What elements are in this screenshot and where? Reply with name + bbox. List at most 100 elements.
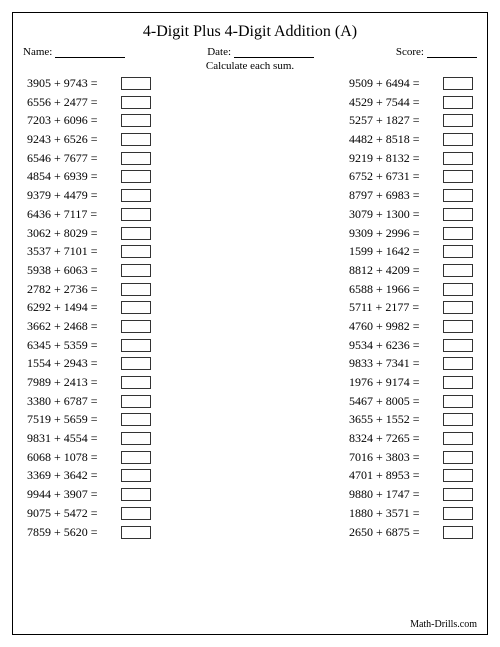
- problem-row: 5257 + 1827 =: [349, 113, 473, 128]
- answer-box[interactable]: [121, 320, 151, 333]
- problem-expression: 4854 + 6939 =: [27, 169, 119, 184]
- problem-row: 4760 + 9982 =: [349, 319, 473, 334]
- problem-row: 3655 + 1552 =: [349, 412, 473, 427]
- answer-box[interactable]: [121, 357, 151, 370]
- problem-expression: 9944 + 3907 =: [27, 487, 119, 502]
- problem-expression: 9534 + 6236 =: [349, 338, 441, 353]
- problem-expression: 9075 + 5472 =: [27, 506, 119, 521]
- answer-box[interactable]: [121, 432, 151, 445]
- answer-box[interactable]: [121, 227, 151, 240]
- problem-expression: 9243 + 6526 =: [27, 132, 119, 147]
- problem-row: 6345 + 5359 =: [27, 338, 151, 353]
- problem-expression: 7989 + 2413 =: [27, 375, 119, 390]
- problem-expression: 7859 + 5620 =: [27, 525, 119, 540]
- answer-box[interactable]: [443, 488, 473, 501]
- answer-box[interactable]: [443, 413, 473, 426]
- problem-row: 7016 + 3803 =: [349, 450, 473, 465]
- problem-row: 9833 + 7341 =: [349, 356, 473, 371]
- answer-box[interactable]: [443, 227, 473, 240]
- answer-box[interactable]: [443, 320, 473, 333]
- page-title: 4-Digit Plus 4-Digit Addition (A): [23, 23, 477, 41]
- problem-row: 9880 + 1747 =: [349, 487, 473, 502]
- answer-box[interactable]: [443, 339, 473, 352]
- answer-box[interactable]: [443, 451, 473, 464]
- answer-box[interactable]: [121, 96, 151, 109]
- answer-box[interactable]: [443, 133, 473, 146]
- answer-box[interactable]: [443, 526, 473, 539]
- problem-expression: 4760 + 9982 =: [349, 319, 441, 334]
- answer-box[interactable]: [443, 507, 473, 520]
- answer-box[interactable]: [443, 432, 473, 445]
- answer-box[interactable]: [121, 114, 151, 127]
- answer-box[interactable]: [121, 245, 151, 258]
- answer-box[interactable]: [121, 189, 151, 202]
- problem-expression: 3079 + 1300 =: [349, 207, 441, 222]
- problem-expression: 1880 + 3571 =: [349, 506, 441, 521]
- problem-row: 6556 + 2477 =: [27, 95, 151, 110]
- problem-expression: 9831 + 4554 =: [27, 431, 119, 446]
- problem-row: 6436 + 7117 =: [27, 207, 151, 222]
- answer-box[interactable]: [443, 170, 473, 183]
- problem-expression: 6546 + 7677 =: [27, 151, 119, 166]
- answer-box[interactable]: [121, 488, 151, 501]
- problem-row: 3369 + 3642 =: [27, 468, 151, 483]
- answer-box[interactable]: [443, 283, 473, 296]
- problem-row: 4701 + 8953 =: [349, 468, 473, 483]
- problem-expression: 6752 + 6731 =: [349, 169, 441, 184]
- problem-expression: 9509 + 6494 =: [349, 76, 441, 91]
- answer-box[interactable]: [121, 283, 151, 296]
- problem-expression: 3905 + 9743 =: [27, 76, 119, 91]
- answer-box[interactable]: [121, 451, 151, 464]
- answer-box[interactable]: [121, 469, 151, 482]
- answer-box[interactable]: [121, 301, 151, 314]
- answer-box[interactable]: [443, 264, 473, 277]
- problem-row: 6068 + 1078 =: [27, 450, 151, 465]
- answer-box[interactable]: [443, 357, 473, 370]
- problem-expression: 2650 + 6875 =: [349, 525, 441, 540]
- problem-expression: 5467 + 8005 =: [349, 394, 441, 409]
- name-input-line[interactable]: [55, 45, 125, 58]
- problem-row: 4854 + 6939 =: [27, 169, 151, 184]
- answer-box[interactable]: [443, 469, 473, 482]
- answer-box[interactable]: [443, 152, 473, 165]
- answer-box[interactable]: [443, 301, 473, 314]
- answer-box[interactable]: [121, 395, 151, 408]
- answer-box[interactable]: [121, 170, 151, 183]
- score-input-line[interactable]: [427, 45, 477, 58]
- problem-expression: 6588 + 1966 =: [349, 282, 441, 297]
- answer-box[interactable]: [121, 77, 151, 90]
- answer-box[interactable]: [121, 526, 151, 539]
- problem-expression: 9379 + 4479 =: [27, 188, 119, 203]
- answer-box[interactable]: [121, 264, 151, 277]
- answer-box[interactable]: [121, 507, 151, 520]
- answer-box[interactable]: [443, 245, 473, 258]
- problem-expression: 3655 + 1552 =: [349, 412, 441, 427]
- answer-box[interactable]: [121, 413, 151, 426]
- answer-box[interactable]: [443, 208, 473, 221]
- problem-expression: 9880 + 1747 =: [349, 487, 441, 502]
- left-column: 3905 + 9743 =6556 + 2477 =7203 + 6096 =9…: [27, 76, 151, 540]
- problem-expression: 2782 + 2736 =: [27, 282, 119, 297]
- answer-box[interactable]: [121, 133, 151, 146]
- problem-row: 1880 + 3571 =: [349, 506, 473, 521]
- problem-expression: 3380 + 6787 =: [27, 394, 119, 409]
- problem-expression: 8812 + 4209 =: [349, 263, 441, 278]
- answer-box[interactable]: [443, 395, 473, 408]
- answer-box[interactable]: [121, 339, 151, 352]
- problem-expression: 4529 + 7544 =: [349, 95, 441, 110]
- problems-container: 3905 + 9743 =6556 + 2477 =7203 + 6096 =9…: [23, 76, 477, 540]
- problem-expression: 3062 + 8029 =: [27, 226, 119, 241]
- answer-box[interactable]: [443, 114, 473, 127]
- answer-box[interactable]: [121, 208, 151, 221]
- problem-row: 6588 + 1966 =: [349, 282, 473, 297]
- date-input-line[interactable]: [234, 45, 314, 58]
- problem-row: 6546 + 7677 =: [27, 151, 151, 166]
- answer-box[interactable]: [443, 96, 473, 109]
- answer-box[interactable]: [443, 189, 473, 202]
- answer-box[interactable]: [121, 152, 151, 165]
- answer-box[interactable]: [443, 376, 473, 389]
- answer-box[interactable]: [443, 77, 473, 90]
- answer-box[interactable]: [121, 376, 151, 389]
- problem-row: 6292 + 1494 =: [27, 300, 151, 315]
- problem-row: 8812 + 4209 =: [349, 263, 473, 278]
